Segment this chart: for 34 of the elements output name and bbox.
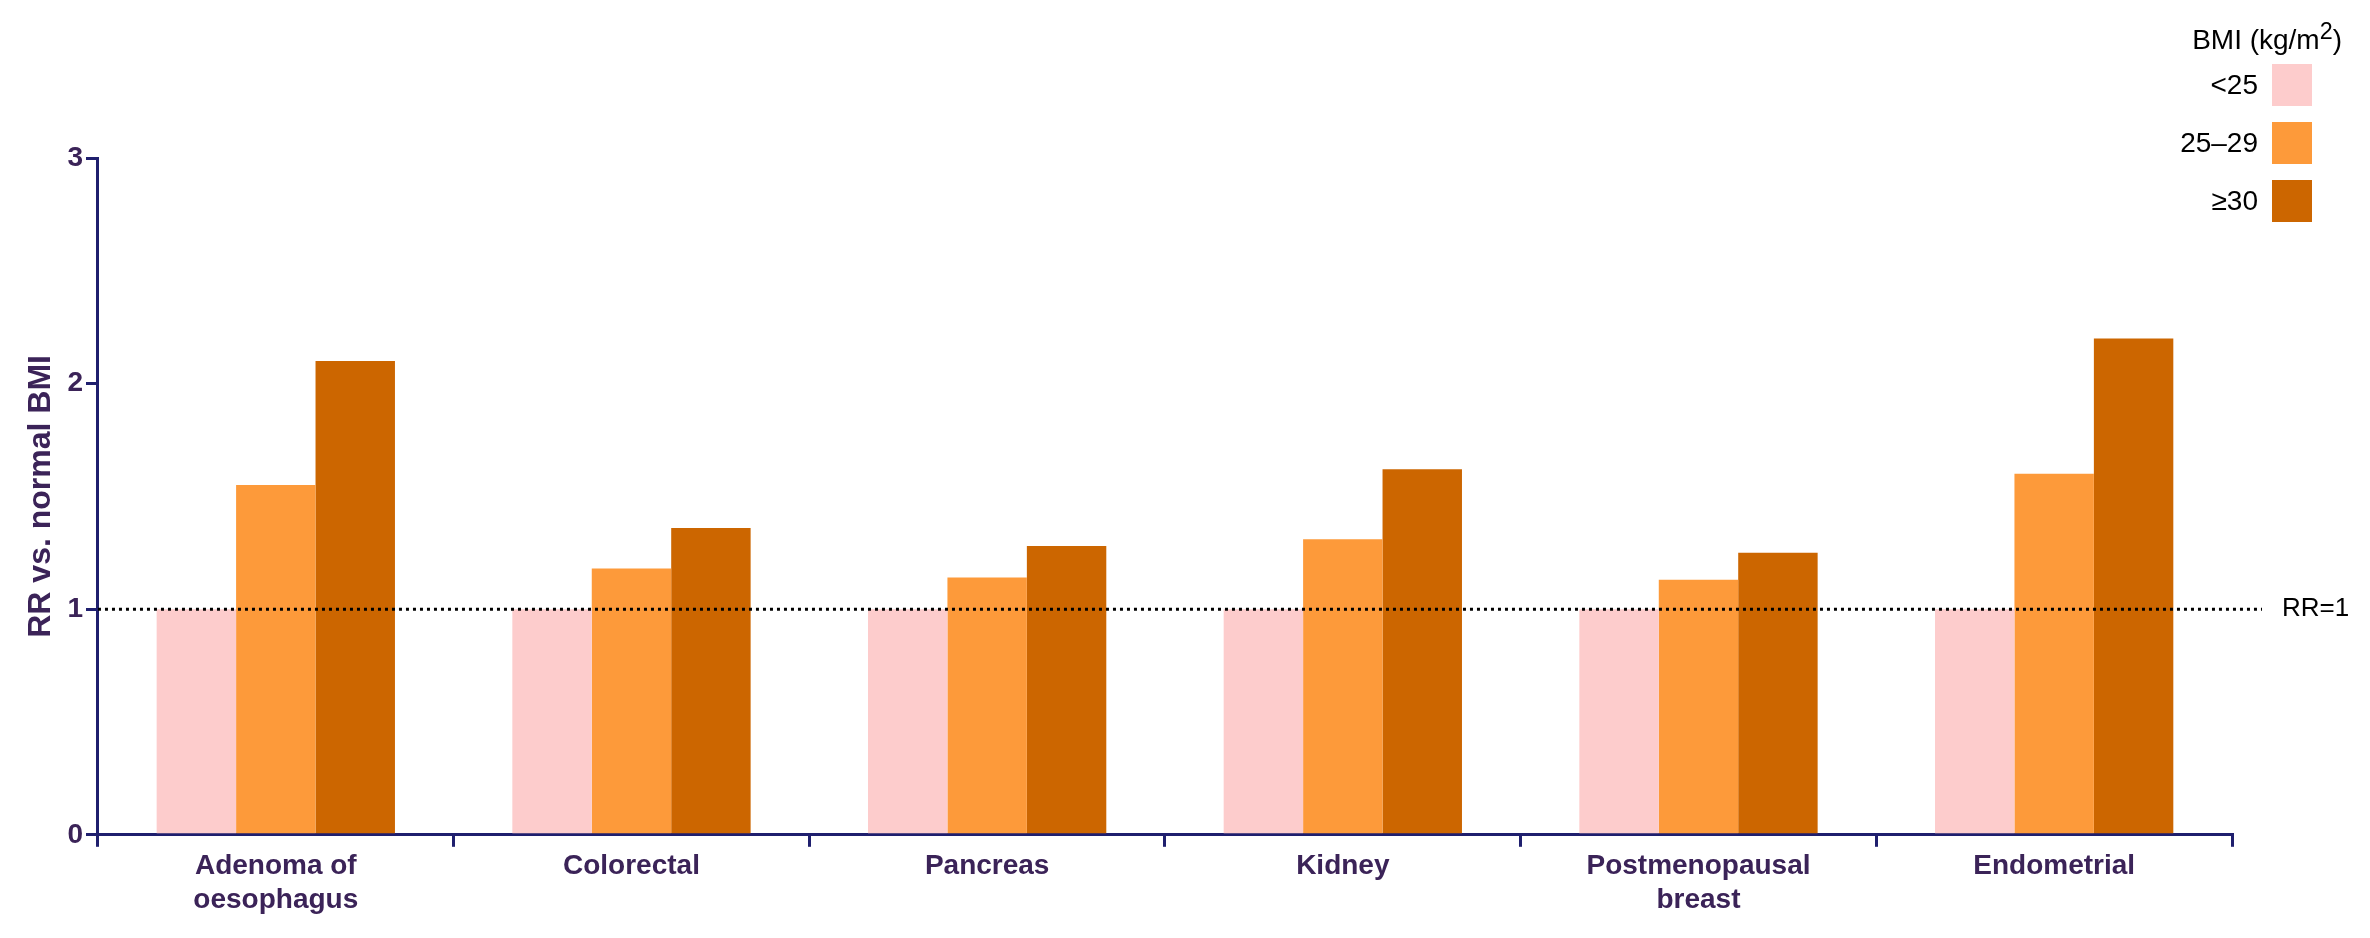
bar: [2093, 338, 2174, 834]
bar: [591, 568, 672, 834]
bar: [512, 609, 592, 834]
legend-label: ≥30: [2211, 185, 2258, 218]
x-tick-label: Postmenopausal breast: [1586, 849, 1811, 914]
y-tick-label: 3: [67, 140, 83, 172]
bar: [1223, 609, 1304, 834]
y-tick-label: 2: [67, 366, 83, 398]
bar: [1935, 609, 2015, 834]
bar: [315, 361, 395, 834]
bar: [156, 609, 237, 834]
x-tick-label: Colorectal: [563, 849, 700, 881]
x-tick-label: Endometrial: [1973, 849, 2136, 881]
bar: [1303, 539, 1383, 834]
bar: [671, 527, 751, 834]
ref-line-label: RR=1: [2282, 592, 2350, 623]
bar: [1026, 546, 1107, 834]
bar: [947, 577, 1027, 834]
y-axis-title: RR vs. normal BMI: [21, 355, 58, 638]
bar: [868, 609, 948, 834]
x-tick-label: Kidney: [1296, 849, 1390, 881]
y-tick-label: 1: [67, 591, 83, 623]
bar: [1658, 579, 1739, 834]
legend-label: 25–29: [2180, 127, 2258, 160]
x-tick-label: Adenoma of oesophagus: [193, 849, 359, 914]
bar: [1382, 469, 1462, 834]
bar: [236, 485, 316, 834]
bar: [2014, 473, 2094, 834]
legend-label: <25: [2210, 69, 2258, 102]
y-tick-label: 0: [67, 817, 83, 849]
bar: [1738, 552, 1818, 834]
legend-title: BMI (kg/m$^{2}$): [2192, 18, 2343, 57]
x-tick-label: Pancreas: [924, 849, 1050, 881]
bar: [1579, 609, 1659, 834]
